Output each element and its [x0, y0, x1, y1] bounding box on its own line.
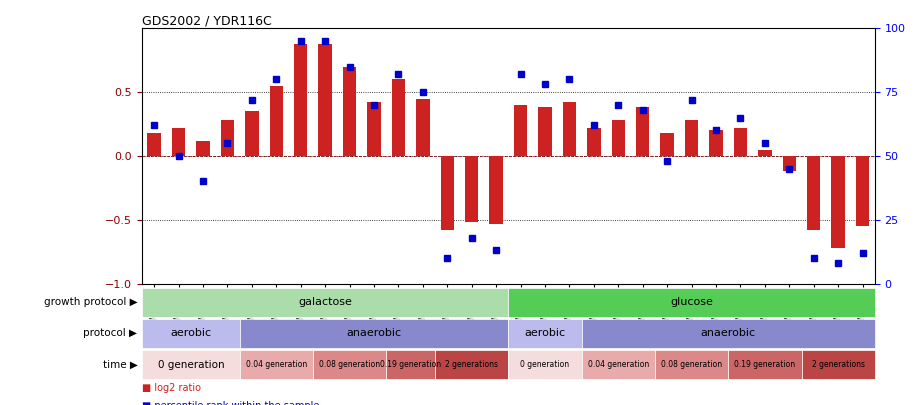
Bar: [147, 133, 161, 156]
Bar: [734, 128, 747, 156]
Bar: [245, 111, 258, 156]
Text: anaerobic: anaerobic: [346, 328, 401, 338]
Bar: [660, 133, 674, 156]
Bar: [465, 156, 478, 222]
Bar: [196, 141, 210, 156]
Text: 0.19 generation: 0.19 generation: [735, 360, 795, 369]
Bar: [343, 66, 356, 156]
Text: 0 generation: 0 generation: [158, 360, 224, 369]
Bar: [856, 156, 869, 226]
Text: 0.04 generation: 0.04 generation: [245, 360, 307, 369]
Bar: [807, 156, 821, 230]
Bar: [636, 107, 649, 156]
Text: time ▶: time ▶: [103, 360, 137, 369]
Bar: [441, 156, 454, 230]
Text: growth protocol ▶: growth protocol ▶: [44, 297, 137, 307]
Text: glucose: glucose: [671, 297, 713, 307]
Text: ■ percentile rank within the sample: ■ percentile rank within the sample: [142, 401, 320, 405]
Text: aerobic: aerobic: [525, 328, 565, 338]
Text: 0.19 generation: 0.19 generation: [380, 360, 442, 369]
Bar: [221, 120, 234, 156]
Bar: [685, 120, 698, 156]
Bar: [758, 149, 771, 156]
Bar: [269, 86, 283, 156]
Bar: [539, 107, 551, 156]
Text: 2 generations: 2 generations: [812, 360, 865, 369]
Text: anaerobic: anaerobic: [701, 328, 756, 338]
Bar: [294, 44, 308, 156]
Text: 0.08 generation: 0.08 generation: [661, 360, 722, 369]
Text: GDS2002 / YDR116C: GDS2002 / YDR116C: [142, 14, 272, 27]
Bar: [562, 102, 576, 156]
Text: 0.08 generation: 0.08 generation: [319, 360, 380, 369]
Bar: [832, 156, 845, 248]
Text: 2 generations: 2 generations: [445, 360, 498, 369]
Text: 0.04 generation: 0.04 generation: [588, 360, 649, 369]
Bar: [514, 105, 528, 156]
Text: protocol ▶: protocol ▶: [83, 328, 137, 338]
Bar: [392, 79, 405, 156]
Bar: [319, 44, 332, 156]
Text: aerobic: aerobic: [170, 328, 212, 338]
Text: ■ log2 ratio: ■ log2 ratio: [142, 383, 201, 393]
Bar: [709, 130, 723, 156]
Bar: [587, 128, 601, 156]
Bar: [172, 128, 185, 156]
Bar: [367, 102, 381, 156]
Bar: [489, 156, 503, 224]
Bar: [416, 98, 430, 156]
Bar: [612, 120, 625, 156]
Text: 0 generation: 0 generation: [520, 360, 570, 369]
Text: galactose: galactose: [299, 297, 352, 307]
Bar: [782, 156, 796, 171]
